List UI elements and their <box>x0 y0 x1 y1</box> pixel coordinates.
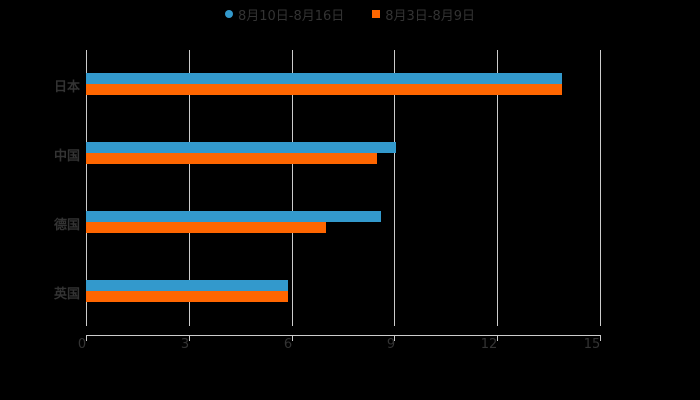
bar-series-2[interactable] <box>86 222 326 233</box>
gridline <box>394 50 395 326</box>
x-tick-label: 12 <box>480 337 498 352</box>
legend-swatch-circle-icon <box>224 10 233 18</box>
bar-series-2[interactable] <box>86 84 562 95</box>
legend-label: 8月3日-8月9日 <box>385 8 476 24</box>
bar-series-1[interactable] <box>86 142 396 153</box>
legend-item-series-1[interactable]: 8月10日-8月16日 <box>224 5 345 24</box>
bar-series-1[interactable] <box>86 73 562 84</box>
x-tick-label: 9 <box>386 337 396 352</box>
y-category-label: 日本 <box>53 80 80 95</box>
x-tick <box>189 335 190 341</box>
x-tick <box>86 335 87 341</box>
gridline <box>189 50 190 326</box>
gridline <box>86 50 87 326</box>
legend-swatch-square-icon <box>372 10 381 18</box>
y-category-label: 中国 <box>53 149 80 164</box>
bar-series-1[interactable] <box>86 211 381 222</box>
bar-series-2[interactable] <box>86 153 377 164</box>
x-tick-label: 0 <box>77 337 87 352</box>
x-axis-line <box>86 335 601 336</box>
gridline <box>600 50 601 326</box>
bar-series-2[interactable] <box>86 291 288 302</box>
x-tick-label: 15 <box>583 337 601 352</box>
gridline <box>497 50 498 326</box>
x-tick <box>394 335 395 341</box>
y-category-label: 英国 <box>53 287 80 302</box>
x-tick-label: 6 <box>283 337 293 352</box>
bar-series-1[interactable] <box>86 280 288 291</box>
y-category-label: 德国 <box>53 218 80 233</box>
legend-item-series-2[interactable]: 8月3日-8月9日 <box>372 5 475 24</box>
x-tick-label: 3 <box>180 337 190 352</box>
x-tick <box>600 335 601 341</box>
gridline <box>292 50 293 326</box>
x-tick <box>497 335 498 341</box>
x-tick <box>292 335 293 341</box>
chart-legend: 8月10日-8月16日 8月3日-8月9日 <box>0 4 700 24</box>
legend-label: 8月10日-8月16日 <box>237 8 345 24</box>
